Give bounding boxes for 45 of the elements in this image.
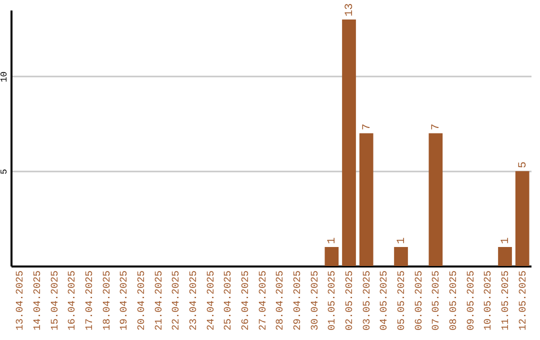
bar [324, 247, 339, 266]
data-label: 7 [430, 124, 443, 130]
x-tick-label: 28.04.2025 [276, 270, 287, 331]
data-label: 1 [396, 237, 408, 244]
x-tick-label: 09.05.2025 [466, 270, 478, 331]
y-tick-label: 10 [0, 71, 10, 82]
x-tick-label: 13.04.2025 [16, 270, 27, 331]
data-label: 13 [344, 3, 356, 16]
x-tick-label: 23.04.2025 [189, 270, 200, 331]
x-tick-label: 14.04.2025 [33, 270, 44, 331]
bar [359, 133, 374, 266]
x-tick-label: 07.05.2025 [432, 270, 443, 331]
x-tick-label: 17.04.2025 [85, 270, 96, 331]
data-label: 7 [361, 124, 374, 130]
bar [342, 19, 356, 266]
data-label: 1 [326, 237, 339, 244]
bar [428, 133, 443, 266]
x-tick-label: 26.04.2025 [241, 270, 252, 331]
data-label: 5 [517, 162, 530, 168]
x-tick-label: 06.05.2025 [414, 270, 426, 331]
x-tick-label: 30.04.2025 [310, 270, 322, 331]
x-tick-label: 18.04.2025 [102, 270, 114, 331]
x-tick-label: 01.05.2025 [328, 270, 339, 331]
x-tick-label: 03.05.2025 [362, 270, 374, 331]
bar [498, 247, 512, 266]
x-tick-label: 25.04.2025 [224, 270, 235, 331]
x-tick-label: 12.05.2025 [518, 270, 530, 331]
x-tick-label: 10.05.2025 [484, 270, 495, 331]
data-label: 1 [500, 237, 512, 244]
x-tick-label: 21.04.2025 [154, 270, 166, 331]
x-tick-label: 19.04.2025 [120, 270, 131, 331]
x-tick-label: 20.04.2025 [137, 270, 148, 331]
x-tick-label: 05.05.2025 [397, 270, 408, 331]
x-tick-label: 22.04.2025 [172, 270, 183, 331]
x-tick-label: 04.05.2025 [380, 270, 391, 331]
bar [515, 171, 530, 266]
x-tick-label: 15.04.2025 [50, 270, 62, 331]
bar [394, 247, 408, 266]
x-tick-label: 11.05.2025 [501, 270, 512, 331]
x-tick-label: 27.04.2025 [258, 270, 270, 331]
x-tick-label: 29.04.2025 [293, 270, 304, 331]
x-tick-label: 08.05.2025 [449, 270, 460, 331]
x-tick-label: 02.05.2025 [345, 270, 356, 331]
x-tick-label: 24.04.2025 [206, 270, 218, 331]
x-tick-label: 16.04.2025 [68, 270, 79, 331]
